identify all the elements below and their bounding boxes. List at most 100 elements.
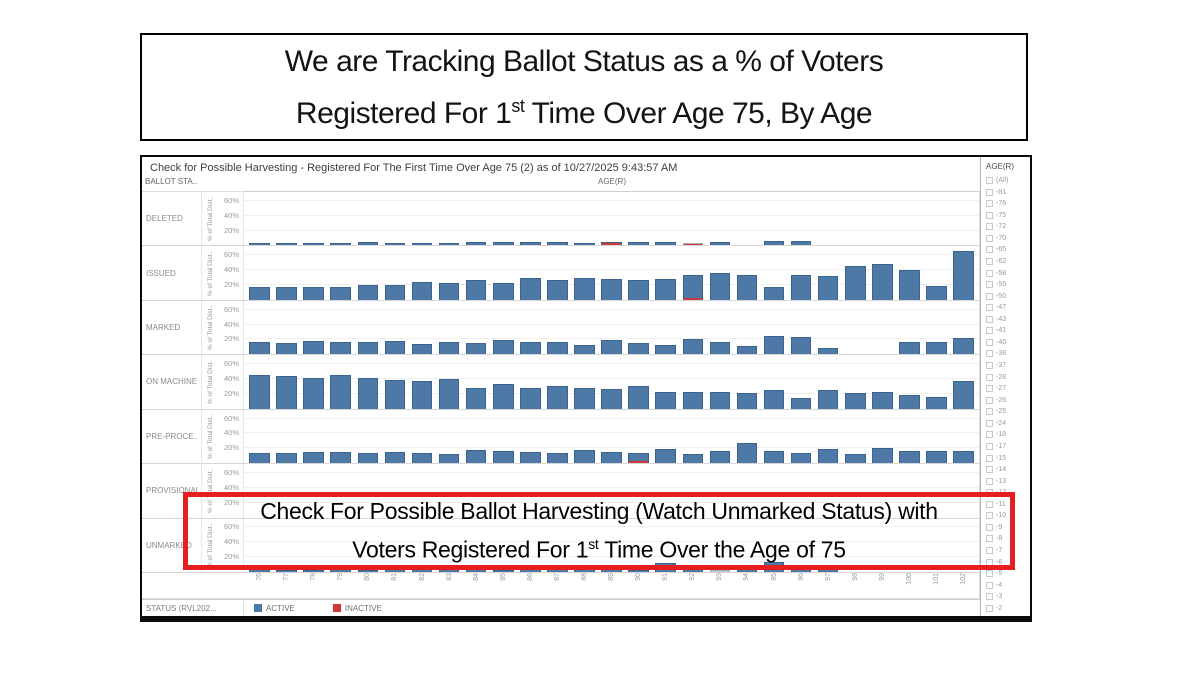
bar-issued-age-96[interactable] bbox=[790, 275, 812, 300]
bar-issued-age-76[interactable] bbox=[249, 287, 270, 300]
checkbox-icon[interactable] bbox=[986, 454, 993, 462]
bar-pre-proce--age-84[interactable] bbox=[465, 449, 487, 464]
bar-deleted-age-83[interactable] bbox=[438, 243, 460, 246]
bar-on-machine-age-101[interactable] bbox=[926, 396, 947, 409]
checkbox-icon[interactable] bbox=[986, 419, 993, 427]
bar-pre-proce--age-79[interactable] bbox=[330, 451, 352, 464]
bar-issued-age-94[interactable] bbox=[736, 275, 758, 300]
bar-issued-age-81[interactable] bbox=[384, 285, 406, 300]
bar-issued-age-79[interactable] bbox=[330, 287, 352, 300]
bar-marked-age-94[interactable] bbox=[736, 346, 758, 355]
bar-pre-proce--age-88[interactable] bbox=[574, 449, 595, 464]
bar-issued-age-95[interactable] bbox=[763, 287, 785, 300]
checkbox-icon[interactable] bbox=[986, 257, 993, 265]
checkbox-icon[interactable] bbox=[986, 188, 993, 196]
bar-deleted-age-95[interactable] bbox=[763, 240, 785, 246]
age-filter-item[interactable]: -75 bbox=[986, 210, 1028, 221]
checkbox-icon[interactable] bbox=[986, 304, 993, 312]
checkbox-icon[interactable] bbox=[986, 570, 993, 578]
bar-marked-age-76[interactable] bbox=[249, 341, 270, 355]
age-filter-item[interactable]: -7 bbox=[986, 545, 1028, 556]
bar-pre-proce--age-100[interactable] bbox=[899, 450, 920, 464]
bar-issued-age-92[interactable] bbox=[682, 274, 704, 300]
bar-issued-age-89[interactable] bbox=[601, 279, 622, 300]
bar-marked-age-84[interactable] bbox=[465, 343, 487, 355]
checkbox-icon[interactable] bbox=[986, 408, 993, 416]
bar-deleted-age-84[interactable] bbox=[465, 242, 487, 246]
bar-issued-age-97[interactable] bbox=[817, 276, 839, 300]
age-filter-item[interactable]: -8 bbox=[986, 533, 1028, 544]
checkbox-icon[interactable] bbox=[986, 177, 993, 184]
bar-deleted-age-77[interactable] bbox=[276, 243, 297, 246]
bar-deleted-age-88[interactable] bbox=[574, 243, 595, 246]
bar-on-machine-age-94[interactable] bbox=[736, 393, 758, 409]
bar-on-machine-age-91[interactable] bbox=[655, 391, 676, 409]
bar-unmarked-age-80[interactable] bbox=[357, 569, 379, 572]
bar-issued-age-91[interactable] bbox=[655, 279, 676, 300]
bar-pre-proce--age-99[interactable] bbox=[872, 447, 893, 464]
bar-marked-age-79[interactable] bbox=[330, 342, 352, 355]
bar-marked-age-97[interactable] bbox=[817, 347, 839, 355]
age-filter-item[interactable]: -2 bbox=[986, 603, 1028, 614]
bar-unmarked-age-85[interactable] bbox=[492, 570, 514, 572]
age-filter-item[interactable]: -24 bbox=[986, 418, 1028, 429]
checkbox-icon[interactable] bbox=[986, 281, 993, 289]
age-filter-item[interactable]: -9 bbox=[986, 522, 1028, 533]
age-filter-item[interactable]: -65 bbox=[986, 244, 1028, 255]
age-filter-item[interactable]: -55 bbox=[986, 279, 1028, 290]
bar-deleted-age-86[interactable] bbox=[520, 242, 541, 246]
age-filter-item[interactable]: -3 bbox=[986, 591, 1028, 602]
checkbox-icon[interactable] bbox=[986, 500, 993, 508]
checkbox-icon[interactable] bbox=[986, 338, 993, 346]
bar-pre-proce--age-102[interactable] bbox=[953, 450, 974, 464]
checkbox-icon[interactable] bbox=[986, 466, 993, 474]
bar-pre-proce--age-96[interactable] bbox=[790, 452, 812, 464]
age-filter-item[interactable]: -10 bbox=[986, 510, 1028, 521]
bar-deleted-age-96[interactable] bbox=[790, 240, 812, 246]
checkbox-icon[interactable] bbox=[986, 477, 993, 485]
bar-deleted-age-92[interactable] bbox=[682, 243, 704, 246]
checkbox-icon[interactable] bbox=[986, 362, 993, 369]
checkbox-icon[interactable] bbox=[986, 200, 993, 208]
bar-on-machine-age-96[interactable] bbox=[790, 398, 812, 409]
bar-issued-age-80[interactable] bbox=[357, 285, 379, 300]
bar-on-machine-age-93[interactable] bbox=[709, 391, 731, 409]
age-filter-item[interactable]: -50 bbox=[986, 291, 1028, 302]
bar-on-machine-age-102[interactable] bbox=[953, 380, 974, 409]
checkbox-icon[interactable] bbox=[986, 581, 993, 589]
age-filter-item[interactable]: -37 bbox=[986, 360, 1028, 371]
bar-pre-proce--age-85[interactable] bbox=[492, 451, 514, 464]
age-filter-item[interactable]: -25 bbox=[986, 406, 1028, 417]
bar-marked-age-78[interactable] bbox=[303, 340, 324, 355]
age-filter-item[interactable]: -62 bbox=[986, 256, 1028, 267]
bar-deleted-age-78[interactable] bbox=[303, 243, 324, 246]
age-filter-item[interactable]: -28 bbox=[986, 372, 1028, 383]
bar-pre-proce--age-92[interactable] bbox=[682, 454, 704, 464]
checkbox-icon[interactable] bbox=[986, 442, 993, 450]
bar-pre-proce--age-77[interactable] bbox=[276, 453, 297, 464]
bar-on-machine-age-76[interactable] bbox=[249, 375, 270, 409]
bar-marked-age-88[interactable] bbox=[574, 344, 595, 355]
checkbox-icon[interactable] bbox=[986, 223, 993, 231]
bar-marked-age-87[interactable] bbox=[547, 341, 568, 355]
bar-pre-proce--age-82[interactable] bbox=[411, 452, 433, 464]
age-filter-item[interactable]: -13 bbox=[986, 476, 1028, 487]
bar-pre-proce--age-87[interactable] bbox=[547, 452, 568, 464]
age-filter-item[interactable]: -81 bbox=[986, 187, 1028, 198]
bar-deleted-age-85[interactable] bbox=[492, 242, 514, 246]
bar-marked-age-91[interactable] bbox=[655, 344, 676, 355]
checkbox-icon[interactable] bbox=[986, 373, 993, 381]
bar-pre-proce--age-95[interactable] bbox=[763, 451, 785, 464]
bar-issued-age-77[interactable] bbox=[276, 287, 297, 300]
bar-on-machine-age-84[interactable] bbox=[465, 387, 487, 409]
bar-issued-age-85[interactable] bbox=[492, 282, 514, 300]
bar-marked-age-100[interactable] bbox=[899, 341, 920, 355]
bar-marked-age-102[interactable] bbox=[953, 337, 974, 355]
checkbox-icon[interactable] bbox=[986, 523, 993, 531]
checkbox-icon[interactable] bbox=[986, 535, 993, 543]
age-filter-item[interactable]: -4 bbox=[986, 580, 1028, 591]
bar-issued-age-82[interactable] bbox=[411, 282, 433, 300]
bar-pre-proce--age-93[interactable] bbox=[709, 451, 731, 464]
age-filter-item[interactable]: -76 bbox=[986, 198, 1028, 209]
age-filter-item[interactable]: (All) bbox=[986, 175, 1028, 186]
